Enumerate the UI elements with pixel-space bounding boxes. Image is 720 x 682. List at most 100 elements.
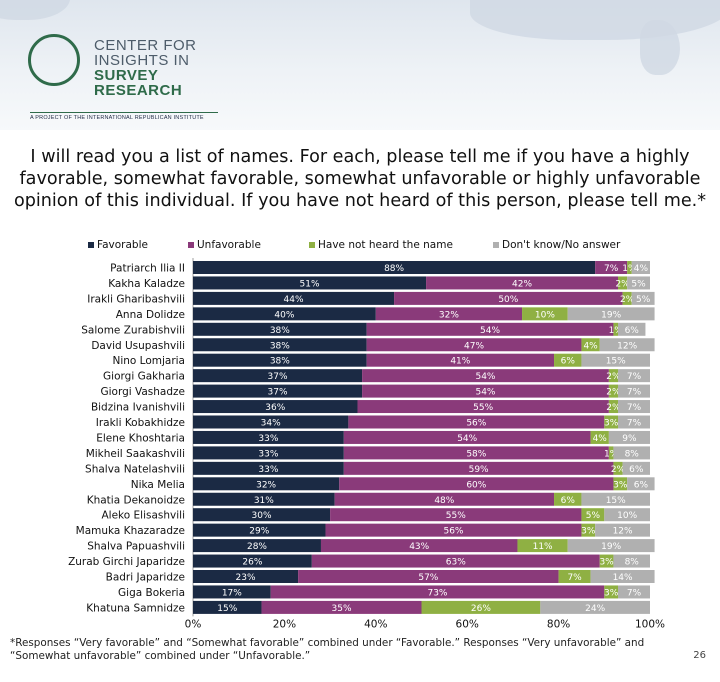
bar-segment [193, 338, 367, 352]
bar-segment [193, 261, 596, 274]
data-label: 54% [480, 326, 500, 336]
category-label: Khatuna Samnidze [86, 602, 185, 614]
bar-segment [348, 415, 605, 429]
data-label: 2% [606, 403, 621, 413]
bar-segment [193, 539, 321, 553]
data-label: 30% [252, 511, 272, 521]
bar-segment [366, 322, 614, 336]
legend-swatch-icon [309, 242, 315, 248]
bar-segment [193, 600, 262, 614]
data-label: 6% [625, 326, 640, 336]
bar-segment [618, 384, 650, 398]
category-label: Badri Japaridze [106, 572, 185, 584]
data-label: 15% [217, 604, 237, 614]
bar-segment [193, 430, 344, 444]
category-label: Patriarch Ilia II [110, 263, 185, 275]
bar-segment [193, 307, 376, 321]
bar-segment [613, 477, 628, 491]
data-label: 48% [434, 496, 454, 506]
x-tick-label: 20% [273, 618, 296, 630]
data-label: 6% [634, 480, 649, 490]
category-label: Nino Lomjaria [112, 355, 185, 367]
data-label: 58% [466, 449, 486, 459]
data-label: 12% [617, 341, 637, 351]
data-label: 7% [627, 372, 642, 382]
bar-segment [604, 415, 619, 429]
bar-segment [554, 492, 582, 506]
legend-item-unfavorable: Unfavorable [188, 239, 261, 251]
bar-segment [426, 276, 619, 290]
map-decoration [640, 20, 680, 75]
x-tick-label: 60% [456, 618, 479, 630]
bar-segment [599, 338, 655, 352]
category-label: Giorgi Gakharia [103, 371, 185, 383]
bar-segment [362, 384, 609, 398]
logo-rule [30, 112, 218, 113]
x-tick-label: 40% [364, 618, 387, 630]
data-label: 26% [471, 604, 491, 614]
data-label: 32% [256, 480, 276, 490]
data-label: 3% [604, 588, 619, 598]
data-label: 63% [446, 558, 466, 568]
bar-segment [193, 400, 358, 414]
legend-label: Favorable [97, 239, 148, 251]
bar-segment [193, 291, 395, 305]
data-label: 14% [613, 573, 633, 583]
category-label: Shalva Natelashvili [85, 463, 185, 475]
bar-segment [193, 415, 349, 429]
bar-segment [618, 369, 650, 383]
bar-segment [193, 446, 344, 460]
data-label: 59% [469, 465, 489, 475]
bar-segment [627, 261, 632, 274]
data-label: 3% [604, 419, 619, 429]
data-label: 60% [466, 480, 486, 490]
data-label: 6% [561, 357, 576, 367]
bar-segment [193, 477, 340, 491]
data-label: 40% [274, 310, 294, 320]
data-label: 9% [622, 434, 637, 444]
bar-segment [613, 461, 623, 475]
legend-swatch-icon [188, 242, 194, 248]
data-label: 54% [475, 388, 495, 398]
bar-segment [631, 261, 650, 274]
data-label: 56% [466, 419, 486, 429]
page-title: I will read you a list of names. For eac… [13, 147, 707, 211]
bar-segment [627, 276, 650, 290]
bar-segment [366, 353, 555, 367]
data-label: 28% [247, 542, 267, 552]
category-label: Khatia Dekanoidze [87, 494, 185, 506]
data-label: 7% [627, 419, 642, 429]
bar-segment [330, 508, 582, 522]
data-label: 37% [268, 372, 288, 382]
bar-segment [613, 554, 650, 568]
data-label: 15% [606, 496, 626, 506]
bar-segment [581, 508, 605, 522]
data-label: 47% [464, 341, 484, 351]
bar-segment [261, 600, 422, 614]
bar-segment [193, 585, 271, 599]
bar-segment [631, 291, 655, 305]
bar-segment [590, 430, 609, 444]
data-label: 12% [613, 527, 633, 537]
data-label: 7% [604, 264, 619, 274]
data-label: 33% [258, 434, 278, 444]
data-label: 29% [249, 527, 269, 537]
data-label: 73% [427, 588, 447, 598]
category-label: Mikheil Saakashvili [86, 448, 185, 460]
data-label: 2% [620, 295, 635, 305]
data-label: 11% [533, 542, 553, 552]
category-label: Irakli Kobakhidze [96, 417, 185, 429]
bar-segment [608, 430, 650, 444]
logo-line-3: SURVEY [94, 67, 159, 84]
bar-segment [595, 261, 628, 274]
bar-segment [599, 554, 614, 568]
bar-segment [618, 415, 650, 429]
bar-segment [339, 477, 614, 491]
data-label: 19% [601, 542, 621, 552]
data-label: 1% [604, 449, 619, 459]
data-label: 5% [636, 295, 651, 305]
category-label: Mamuka Khazaradze [76, 525, 185, 537]
globe-icon [28, 34, 80, 86]
bar-segment [581, 338, 600, 352]
map-decoration [470, 0, 720, 40]
